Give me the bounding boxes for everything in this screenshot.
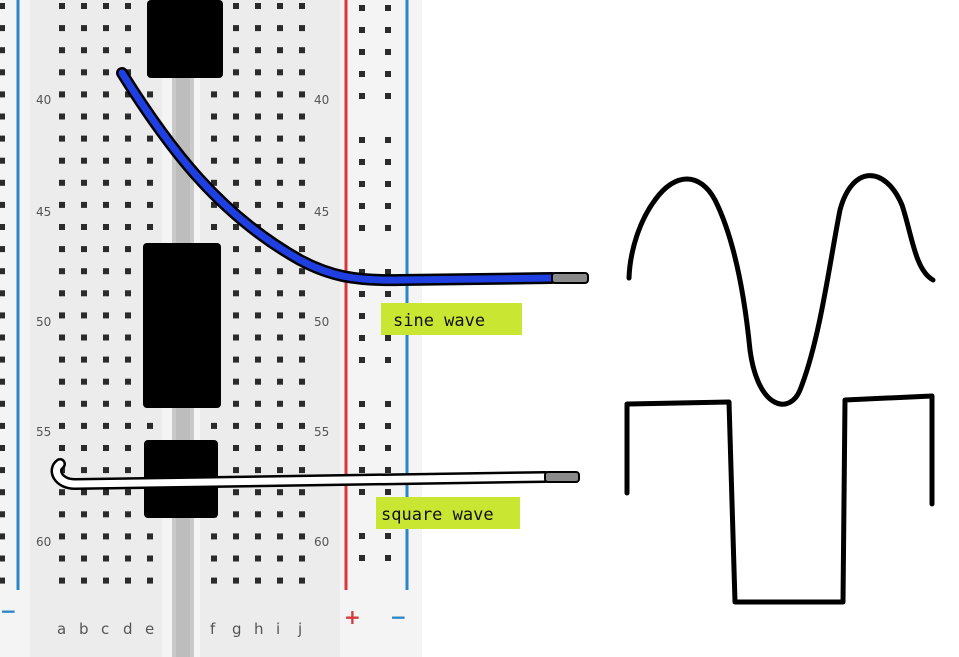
row-number-50-right: 50 bbox=[314, 315, 329, 329]
column-letters: a b c d e f g h i j bbox=[57, 620, 302, 638]
column-letter-j: j bbox=[297, 620, 302, 638]
ic-chip-top bbox=[147, 0, 223, 78]
column-letter-f: f bbox=[210, 620, 216, 638]
square-wire-tip bbox=[544, 471, 580, 483]
square-wave-tag: square wave bbox=[376, 497, 520, 529]
rail-plus-label: + bbox=[344, 605, 361, 629]
row-numbers-right: 40 45 50 55 60 bbox=[314, 93, 329, 549]
column-letter-g: g bbox=[232, 620, 242, 638]
sine-wave-tag: sine wave bbox=[381, 303, 522, 335]
column-letter-i: i bbox=[276, 620, 280, 638]
sine-wave-wire bbox=[116, 67, 589, 287]
column-letter-a: a bbox=[57, 620, 66, 638]
hole-grid bbox=[0, 3, 391, 584]
column-letter-e: e bbox=[145, 620, 154, 638]
column-letter-h: h bbox=[254, 620, 264, 638]
row-number-50-left: 50 bbox=[36, 315, 51, 329]
row-number-40-left: 40 bbox=[36, 93, 51, 107]
row-number-40-right: 40 bbox=[314, 93, 329, 107]
column-letter-c: c bbox=[101, 620, 109, 638]
square-wave-label: square wave bbox=[381, 505, 494, 525]
sine-wire-tip bbox=[551, 272, 589, 284]
column-letter-b: b bbox=[79, 620, 89, 638]
sine-waveform bbox=[626, 173, 936, 407]
square-waveform bbox=[624, 393, 935, 605]
row-number-55-right: 55 bbox=[314, 425, 329, 439]
ic-chip-middle bbox=[143, 243, 221, 408]
row-number-45-right: 45 bbox=[314, 205, 329, 219]
row-numbers-left: 40 45 50 55 60 bbox=[36, 93, 51, 549]
row-number-45-left: 45 bbox=[36, 205, 51, 219]
row-number-60-left: 60 bbox=[36, 535, 51, 549]
row-number-55-left: 55 bbox=[36, 425, 51, 439]
square-wave-wire bbox=[50, 458, 580, 491]
row-number-60-right: 60 bbox=[314, 535, 329, 549]
rail-minus-label-left: − bbox=[0, 599, 17, 623]
rail-minus-label: − bbox=[390, 605, 407, 629]
sine-wave-label: sine wave bbox=[393, 311, 485, 331]
column-letter-d: d bbox=[123, 620, 133, 638]
